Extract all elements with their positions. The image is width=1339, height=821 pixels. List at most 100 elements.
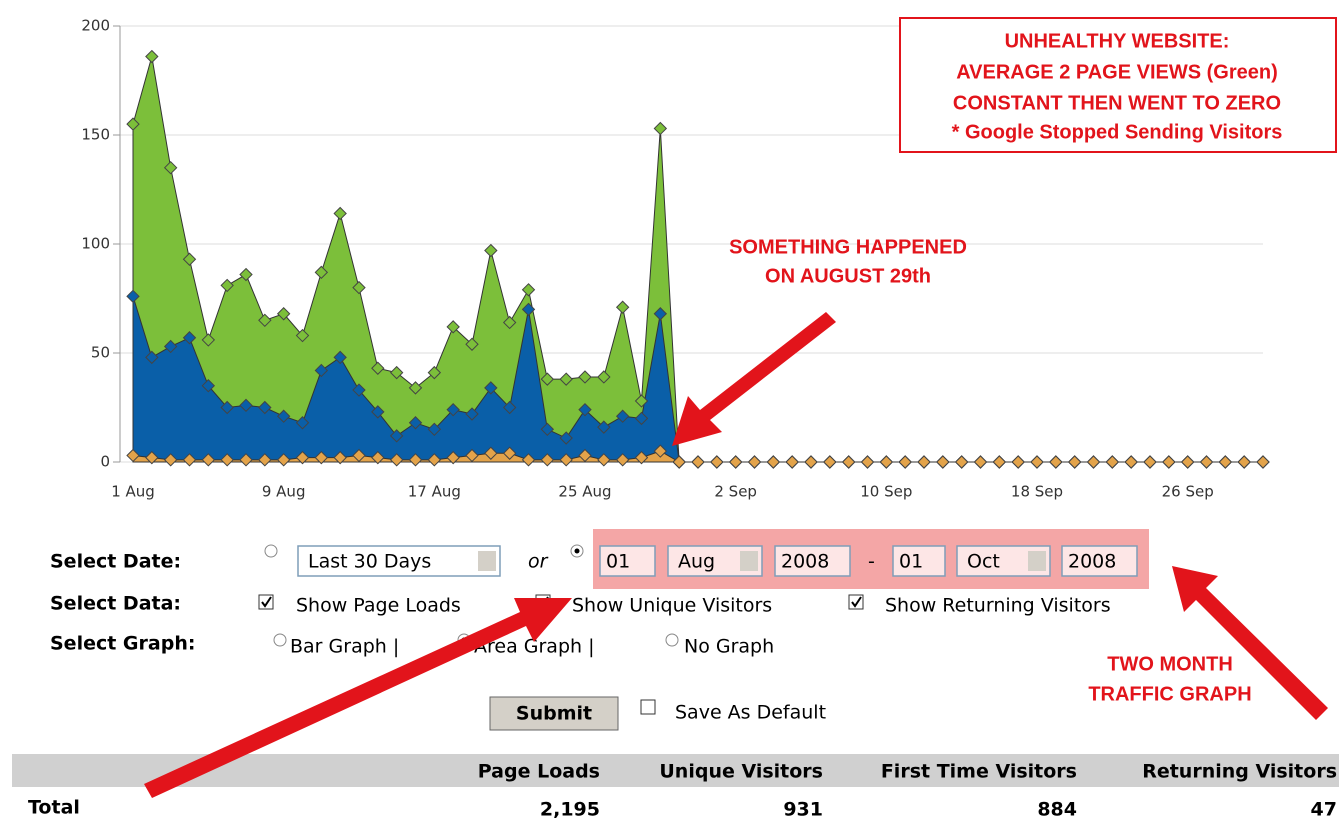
- submit-button[interactable]: [489, 696, 619, 731]
- point: [465, 407, 479, 421]
- radio[interactable]: [264, 544, 278, 558]
- point: [484, 446, 498, 460]
- select-arrow: [740, 551, 758, 571]
- point: [484, 243, 498, 258]
- x-tick-label: 2 Sep: [714, 483, 757, 501]
- form-label: Select Graph:: [50, 633, 195, 655]
- point: [145, 450, 159, 465]
- point: [182, 252, 197, 266]
- option-label: Show Returning Visitors: [885, 595, 1111, 617]
- y-tick-label: 50: [91, 344, 110, 362]
- point: [597, 420, 611, 434]
- point: [389, 453, 404, 467]
- x-tick-label: 17 Aug: [408, 483, 461, 501]
- point: [1049, 455, 1063, 469]
- checkbox[interactable]: [640, 699, 656, 715]
- form-label: Select Date:: [50, 551, 181, 573]
- point: [182, 331, 197, 345]
- point: [879, 455, 894, 469]
- point: [1086, 455, 1101, 469]
- point: [936, 455, 950, 469]
- point: [559, 372, 573, 386]
- point: [182, 453, 197, 467]
- point: [954, 455, 969, 469]
- annotation: TWO MONTH: [1107, 653, 1233, 675]
- point: [352, 448, 366, 463]
- annotation: CONSTANT THEN WENT TO ZERO: [953, 92, 1281, 114]
- input-value: 01: [606, 551, 630, 573]
- point: [352, 280, 366, 295]
- point: [766, 455, 781, 469]
- arrows: [144, 312, 1328, 798]
- input[interactable]: [1061, 545, 1138, 577]
- annotation: TRAFFIC GRAPH: [1088, 683, 1251, 705]
- point: [465, 337, 479, 351]
- point: [559, 431, 573, 445]
- input[interactable]: [774, 545, 851, 577]
- point: [804, 455, 818, 469]
- point: [484, 381, 498, 395]
- annotation: ON AUGUST 29th: [765, 265, 931, 287]
- point: [389, 429, 404, 443]
- point: [653, 444, 668, 458]
- table-header: Unique Visitors: [659, 761, 823, 783]
- point: [126, 117, 140, 131]
- radio-dot: [574, 548, 580, 554]
- select-value: Aug: [678, 551, 715, 573]
- point: [145, 49, 159, 64]
- point: [578, 448, 592, 463]
- point: [653, 121, 668, 136]
- point: [427, 422, 442, 437]
- point: [634, 394, 649, 408]
- point: [371, 361, 385, 375]
- annotation: SOMETHING HAPPENED: [729, 236, 967, 258]
- y-tick-label: 200: [81, 17, 110, 35]
- point: [220, 453, 234, 467]
- point: [352, 383, 366, 397]
- input-value: 01: [899, 551, 923, 573]
- table-header: Returning Visitors: [1142, 761, 1337, 783]
- point: [540, 372, 555, 386]
- point: [239, 398, 253, 413]
- point: [973, 455, 988, 469]
- radio[interactable]: [273, 633, 287, 647]
- point: [446, 320, 460, 334]
- point: [408, 416, 423, 430]
- button-label: Submit: [516, 703, 592, 725]
- point: [201, 333, 216, 347]
- select-arrow: [1028, 551, 1046, 571]
- point: [1162, 455, 1176, 469]
- annotation: UNHEALTHY WEBSITE:: [1005, 30, 1230, 52]
- table-cell: 47: [1311, 799, 1337, 821]
- table-cell: Total: [28, 797, 80, 819]
- point: [314, 265, 329, 280]
- point: [295, 328, 310, 343]
- point: [653, 307, 668, 321]
- point: [841, 455, 856, 469]
- select[interactable]: [297, 545, 501, 577]
- point: [1105, 455, 1120, 469]
- annotation-box: [899, 17, 1337, 153]
- point: [333, 450, 347, 465]
- point: [521, 453, 536, 467]
- or-text: or: [528, 551, 549, 573]
- point: [276, 453, 291, 467]
- point: [634, 450, 649, 465]
- point: [239, 453, 253, 467]
- input[interactable]: [599, 545, 656, 577]
- input[interactable]: [892, 545, 946, 577]
- point: [446, 402, 460, 417]
- point: [258, 313, 272, 328]
- option-label: Bar Graph |: [290, 636, 399, 658]
- point: [408, 453, 423, 467]
- point: [1011, 455, 1025, 469]
- arrow: [144, 598, 572, 798]
- point: [860, 455, 875, 469]
- point: [672, 455, 686, 469]
- point: [540, 422, 555, 437]
- point: [295, 416, 310, 430]
- point: [258, 400, 272, 415]
- radio[interactable]: [665, 633, 679, 647]
- point: [163, 339, 178, 354]
